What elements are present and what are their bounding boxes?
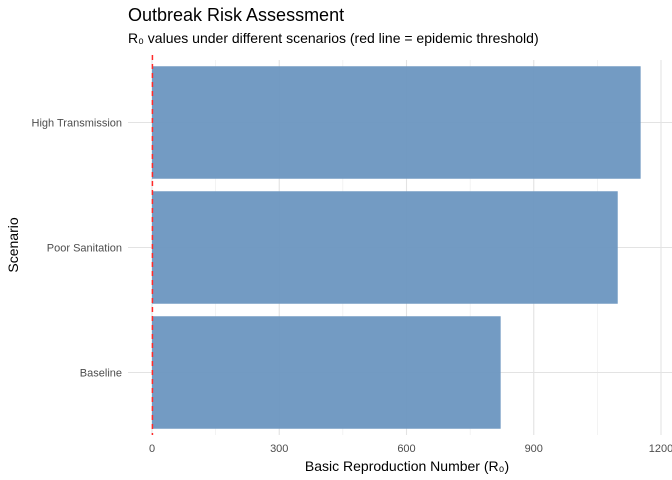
bars [152,66,641,429]
chart-title: Outbreak Risk Assessment [128,5,344,25]
chart-subtitle: R₀ values under different scenarios (red… [128,30,539,46]
y-tick-label: Poor Sanitation [47,243,122,255]
x-tick-label: 0 [149,443,155,455]
x-tick-label: 600 [397,443,415,455]
y-tick-label: High Transmission [32,118,122,130]
bar-baseline [152,316,501,429]
y-tick-labels: Baseline Poor Sanitation High Transmission [32,118,122,380]
x-tick-label: 1200 [649,443,672,455]
x-tick-label: 900 [525,443,543,455]
x-tick-label: 300 [270,443,288,455]
x-axis-title: Basic Reproduction Number (R₀) [305,458,509,474]
bar-high-transmission [152,66,641,179]
y-tick-label: Baseline [80,368,122,380]
x-tick-labels: 0 300 600 900 1200 [149,443,672,455]
y-axis-title: Scenario [5,217,21,272]
bar-poor-sanitation [152,191,618,304]
